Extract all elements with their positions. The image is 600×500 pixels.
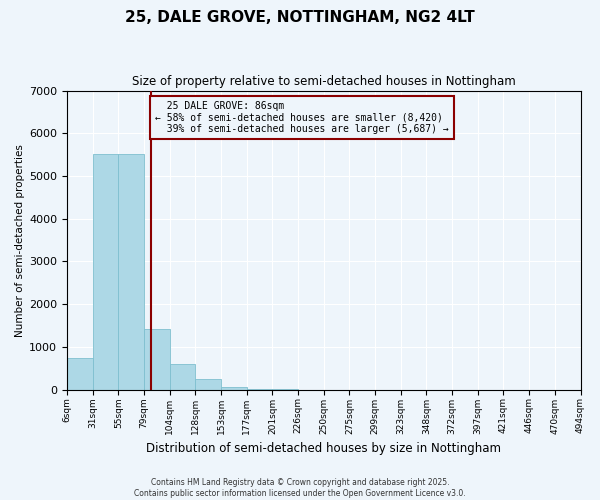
X-axis label: Distribution of semi-detached houses by size in Nottingham: Distribution of semi-detached houses by … <box>146 442 501 455</box>
Text: 25 DALE GROVE: 86sqm
← 58% of semi-detached houses are smaller (8,420)
  39% of : 25 DALE GROVE: 86sqm ← 58% of semi-detac… <box>155 101 449 134</box>
Bar <box>92 154 118 390</box>
Text: 25, DALE GROVE, NOTTINGHAM, NG2 4LT: 25, DALE GROVE, NOTTINGHAM, NG2 4LT <box>125 10 475 25</box>
Bar <box>196 378 221 390</box>
Bar <box>221 386 247 390</box>
Bar <box>170 364 196 390</box>
Title: Size of property relative to semi-detached houses in Nottingham: Size of property relative to semi-detach… <box>132 75 515 88</box>
Bar <box>118 154 144 390</box>
Text: Contains HM Land Registry data © Crown copyright and database right 2025.
Contai: Contains HM Land Registry data © Crown c… <box>134 478 466 498</box>
Bar <box>144 328 170 390</box>
Bar <box>67 358 92 390</box>
Bar <box>247 389 272 390</box>
Y-axis label: Number of semi-detached properties: Number of semi-detached properties <box>15 144 25 336</box>
